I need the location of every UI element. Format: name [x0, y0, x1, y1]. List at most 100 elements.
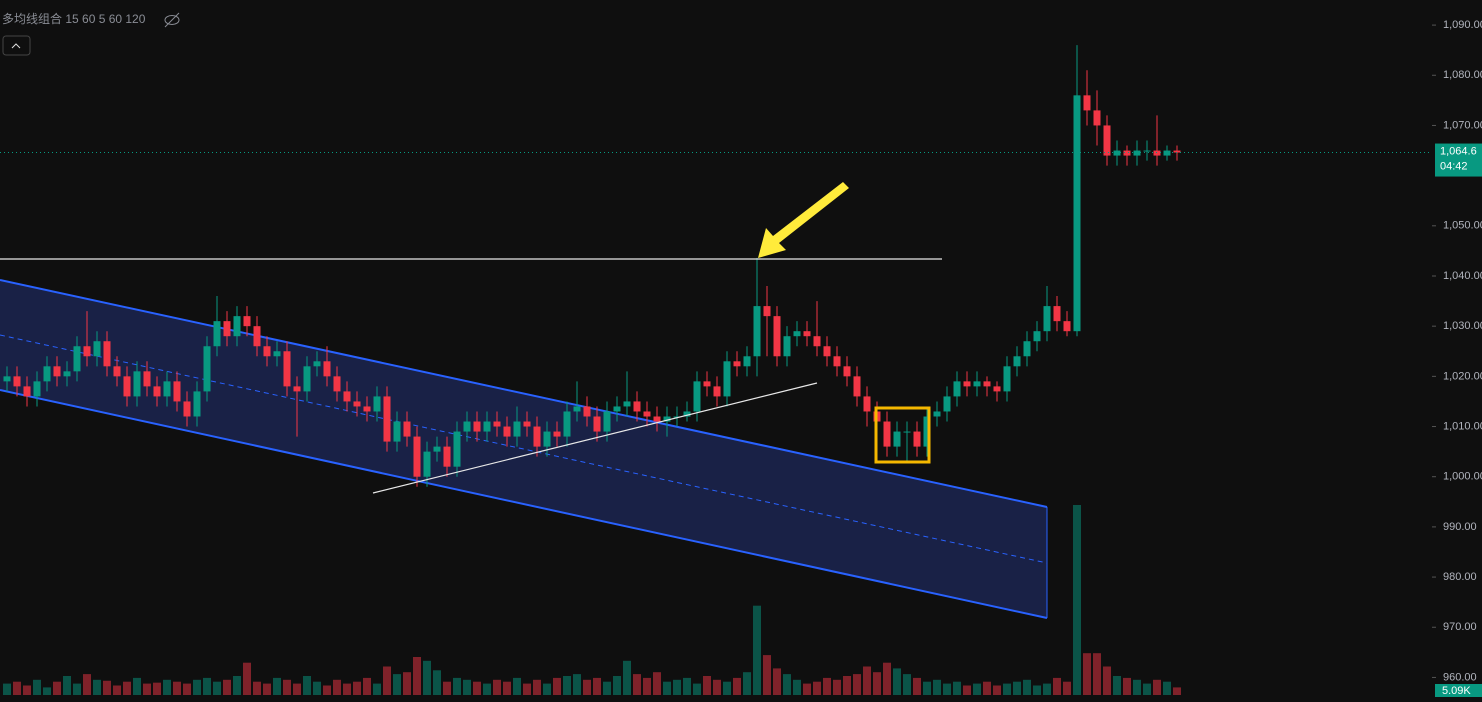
volume-bar [33, 679, 41, 695]
candle-body [653, 416, 661, 422]
candle-body [353, 401, 361, 407]
candle-body [523, 421, 531, 427]
volume-bar [1153, 679, 1161, 695]
volume-bar [233, 676, 241, 695]
candle-body [13, 376, 21, 387]
volume-bar [463, 679, 471, 695]
volume-bar [183, 683, 191, 695]
volume-bar [913, 677, 921, 695]
candle-body [543, 431, 551, 447]
volume-bar [923, 681, 931, 695]
volume-bar [433, 670, 441, 695]
axis-background [1432, 0, 1482, 697]
arrow [758, 182, 849, 258]
candle-body [923, 416, 931, 447]
volume-bar [1013, 681, 1021, 695]
candle-body [213, 321, 221, 347]
candle-body [283, 351, 291, 387]
candle-body [483, 421, 491, 432]
volume-bar [713, 679, 721, 695]
candle-body [243, 316, 251, 327]
volume-bar [443, 681, 451, 695]
volume-bar [903, 674, 911, 695]
price-axis: 960.00 970.00 980.00 990.00 1,000.00 1,010.00… [1432, 0, 1482, 697]
candle-body [303, 366, 311, 392]
volume-bar [83, 674, 91, 695]
candle-body [123, 376, 131, 397]
candle-body [463, 421, 471, 432]
candle-body [613, 406, 621, 412]
candle-body [823, 346, 831, 357]
volume-bar [383, 666, 391, 695]
volume-bar [1033, 685, 1041, 695]
volume-bar [563, 676, 571, 695]
volume-bar [323, 685, 331, 695]
volume-bar [773, 668, 781, 695]
volume-bar [1073, 505, 1081, 695]
volume-bar [633, 674, 641, 695]
volume-bar [143, 683, 151, 695]
volume-bar [473, 681, 481, 695]
volume-bar [13, 681, 21, 695]
channel-top [0, 279, 1048, 508]
candle-body [753, 306, 761, 357]
candle-body [803, 331, 811, 337]
volume-bar [983, 681, 991, 695]
candle-body [553, 431, 561, 437]
last-price-box [1435, 143, 1482, 177]
y-tick-label: 1,020.00 [1443, 370, 1482, 382]
countdown: 04:42 [1440, 160, 1468, 172]
volume-bar [1123, 677, 1131, 695]
candle-body [1063, 321, 1071, 332]
candle-body [3, 376, 11, 382]
candle-body [1103, 125, 1111, 156]
volume-bar [783, 674, 791, 695]
volume-bar [363, 677, 371, 695]
candle-body [903, 431, 911, 433]
candle-body [693, 381, 701, 412]
volume-bar [733, 677, 741, 695]
candle-body [143, 371, 151, 387]
volume-bar [423, 660, 431, 695]
candle-body [1073, 95, 1081, 332]
candle-body [773, 316, 781, 357]
volume-bar [1173, 687, 1181, 695]
y-tick-label: 980.00 [1443, 571, 1477, 583]
volume-bar [193, 679, 201, 695]
volume-bar [123, 681, 131, 695]
y-tick-label: 990.00 [1443, 521, 1477, 533]
volume-bar [963, 685, 971, 695]
candle-body [603, 411, 611, 432]
hide-icon[interactable] [164, 12, 180, 28]
volume-bar [3, 683, 11, 695]
candle-body [1113, 150, 1121, 156]
candle-body [433, 446, 441, 452]
candle-body [443, 446, 451, 467]
volume-bar [513, 677, 521, 695]
candle-body [193, 391, 201, 417]
collapse-button[interactable] [2, 35, 31, 56]
y-tick-label: 960.00 [1443, 671, 1477, 683]
candle-body [763, 306, 771, 317]
volume-bar [843, 676, 851, 695]
volume-bar [1083, 653, 1091, 695]
candle-body [993, 386, 1001, 392]
trend-line [372, 382, 818, 494]
candle-body [1043, 306, 1051, 332]
volume-bar [163, 679, 171, 695]
candle-body [883, 421, 891, 447]
candle-body [623, 401, 631, 407]
volume-bar [1063, 681, 1071, 695]
volume-bar [393, 674, 401, 695]
candle-body [153, 386, 161, 397]
candle-body [373, 396, 381, 412]
candle-body [273, 351, 281, 357]
collapse-icon [11, 43, 21, 49]
volume-bar [303, 676, 311, 695]
candle-body [223, 321, 231, 337]
candle-body [933, 411, 941, 417]
candle-body [173, 381, 181, 402]
candle-body [503, 426, 511, 437]
volume-bar [313, 681, 321, 695]
